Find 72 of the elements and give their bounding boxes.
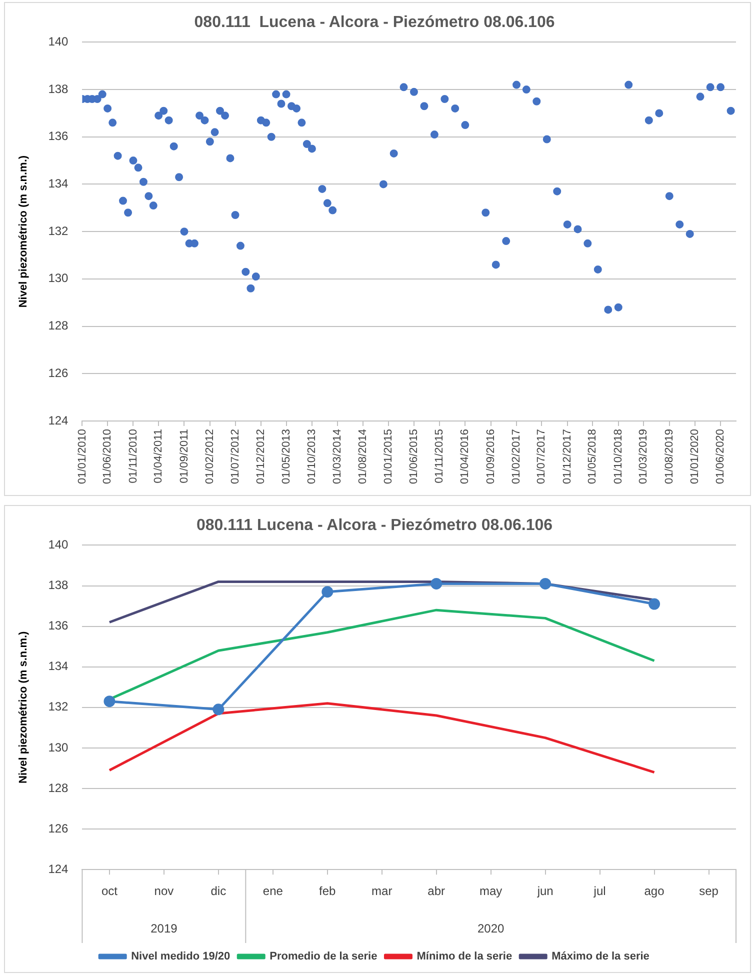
y-tick-label: 136 [48,129,69,144]
chart-title: 080.111 Lucena - Alcora - Piezómetro 08.06.106 [194,14,555,32]
x-tick-label: 01/08/2019 [663,428,676,484]
x-tick-label: 01/09/2016 [484,428,497,484]
x-tick-label: ene [262,884,284,898]
y-axis-title: Nivel piezométrico (m s.n.m.) [18,155,30,308]
legend-label: Promedio de la serie [270,950,378,963]
y-tick-label: 132 [48,224,69,238]
x-tick-label: nov [154,884,174,898]
x-tick-label: 01/03/2014 [331,428,344,484]
y-tick-label: 132 [48,700,69,714]
x-tick-label: 01/03/2019 [638,428,650,484]
y-tick-label: 138 [48,578,69,592]
x-tick-label: dic [210,884,226,898]
x-tick-label: 01/11/2015 [434,428,446,484]
text: 2019 [150,921,178,936]
y-tick-label: 130 [48,271,69,286]
x-tick-label: mar [372,884,392,898]
x-tick-label: 01/06/2015 [408,428,420,484]
y-tick-label: 124 [48,413,69,428]
x-tick-label: 01/07/2012 [229,428,242,484]
x-tick-label: 01/12/2012 [254,428,267,484]
point [430,578,442,590]
x-tick-label: 01/10/2018 [612,428,624,484]
legend-label: Nivel medido 19/20 [131,950,230,963]
x-tick-label: 01/11/2010 [127,428,140,484]
legend-label: Máximo de la serie [552,950,650,963]
legend-label: Mínimo de la serie [416,950,512,963]
y-tick-label: 140 [48,34,69,49]
x-tick-label: jun [536,884,554,898]
x-tick-label: 01/01/2010 [76,428,88,484]
x-tick-label: 01/02/2017 [510,428,523,484]
x-tick-label: abr [428,884,446,898]
y-tick-label: 130 [48,740,69,754]
x-tick-label: jul [592,884,606,898]
x-tick-label: 01/07/2017 [536,428,548,484]
x-tick-label: sep [699,884,719,898]
y-tick-label: 134 [48,176,69,191]
point [648,598,660,610]
x-tick-label: may [479,884,502,898]
x-tick-label: 01/06/2010 [102,428,114,484]
x-tick-label: 01/09/2011 [178,428,190,484]
x-tick-label: 01/02/2012 [204,428,216,484]
x-tick-label: 01/10/2013 [306,428,318,484]
y-tick-label: 128 [48,318,69,333]
x-tick-label: 01/01/2015 [382,428,395,484]
x-tick-label: 01/08/2014 [356,428,369,484]
x-tick-label: 01/04/2011 [152,428,165,484]
point [322,586,334,598]
x-tick-label: 01/04/2016 [459,428,472,484]
x-tick-label: ago [644,884,665,898]
x-tick-label: feb [319,884,336,898]
text: 2020 [477,921,505,936]
x-tick-label: 01/01/2020 [689,428,702,484]
y-tick-label: 126 [48,821,69,836]
x-tick-label: 01/12/2017 [561,428,574,484]
point [212,704,224,716]
y-tick-label: 126 [48,366,69,380]
y-tick-label: 136 [48,618,69,633]
point [104,696,116,708]
chart-title: 080.111 Lucena - Alcora - Piezómetro 08.06.106 [196,517,553,534]
y-tick-label: 128 [48,780,69,795]
x-tick-label: 01/05/2018 [586,428,599,484]
y-tick-label: 134 [48,659,69,674]
x-tick-label: 01/05/2013 [280,428,292,484]
y-tick-label: 138 [48,82,69,96]
y-axis-title: Nivel piezométrico (m s.n.m.) [18,630,30,784]
y-tick-label: 124 [48,862,69,876]
point [540,578,552,590]
x-tick-label: 01/06/2020 [714,428,727,484]
x-tick-label: oct [101,884,118,898]
y-tick-label: 140 [48,538,69,552]
